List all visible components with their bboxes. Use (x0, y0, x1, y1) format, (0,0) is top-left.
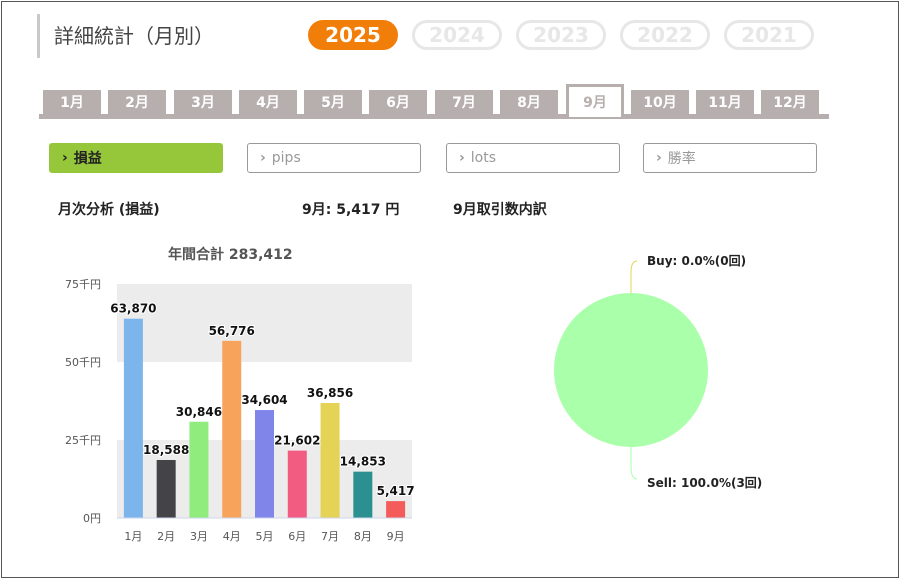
month-tab-6[interactable]: 6月 (369, 90, 427, 114)
pie-label-buy: Buy: 0.0%(0回) (647, 254, 746, 268)
month-tabs: 1月 2月 3月 4月 5月 6月 7月 8月 9月 10月 11月 12月 (39, 84, 829, 120)
year-button-2024[interactable]: 2024 (412, 20, 502, 50)
month-tab-2[interactable]: 2月 (108, 90, 166, 114)
year-selector: 2025 2024 2023 2022 2021 (308, 20, 814, 50)
chevron-right-icon: › (62, 150, 68, 166)
bar-5[interactable] (255, 410, 274, 518)
bar-3[interactable] (189, 421, 209, 518)
month-tab-5[interactable]: 5月 (304, 90, 362, 114)
month-tab-11[interactable]: 11月 (696, 90, 754, 114)
bar-4[interactable] (222, 340, 242, 518)
chevron-right-icon: › (656, 150, 662, 166)
x-tick-label: 9月 (387, 530, 405, 543)
filter-label: 損益 (73, 151, 102, 167)
bar-value-label: 36,856 (307, 386, 353, 400)
bar-value-label: 14,853 (340, 455, 386, 469)
month-tab-10[interactable]: 10月 (631, 90, 689, 114)
month-tab-7[interactable]: 7月 (435, 90, 493, 114)
bar-value-label: 34,604 (241, 393, 287, 407)
y-tick-label: 0円 (83, 512, 101, 525)
month-tab-8[interactable]: 8月 (500, 90, 558, 114)
filter-button-3[interactable]: › 勝率 (643, 143, 817, 173)
bar-6[interactable] (287, 450, 307, 518)
month-tab-12[interactable]: 12月 (761, 90, 819, 114)
chevron-right-icon: › (260, 150, 266, 166)
x-tick-label: 2月 (157, 530, 175, 543)
monthly-pl-bar-chart: 0円 25千円 50千円 75千円 63,870 1月 18,588 2月 30,846 3月 56… (65, 278, 416, 543)
page-title: 詳細統計（月別） (54, 24, 214, 48)
x-tick-label: 3月 (190, 530, 208, 543)
filter-label: 勝率 (667, 151, 696, 167)
year-button-2021[interactable]: 2021 (724, 20, 814, 50)
bar-2[interactable] (156, 460, 176, 518)
bar-value-label: 63,870 (110, 302, 156, 316)
month-tab-underline (39, 114, 829, 119)
trade-breakdown-pie-chart: Buy: 0.0%(0回) Sell: 100.0%(3回) (554, 254, 762, 490)
bar-9[interactable] (386, 501, 406, 518)
pie-connector-sell (630, 447, 638, 480)
breakdown-title: 9月取引数内訳 (453, 202, 547, 218)
filter-label: pips (271, 150, 301, 166)
year-button-2022[interactable]: 2022 (620, 20, 710, 50)
pie-connector-buy (630, 260, 638, 293)
filter-label: lots (470, 150, 497, 166)
bar-8[interactable] (353, 471, 373, 518)
bar-value-label: 56,776 (209, 324, 255, 338)
month-tab-1[interactable]: 1月 (43, 90, 101, 114)
pie-label-sell: Sell: 100.0%(3回) (647, 476, 762, 490)
x-tick-label: 8月 (354, 530, 372, 543)
chevron-right-icon: › (459, 150, 465, 166)
plot-band (117, 284, 412, 362)
month-tab-9[interactable]: 9月 (566, 84, 624, 117)
x-tick-label: 5月 (256, 530, 274, 543)
filter-button-1[interactable]: › pips (247, 143, 421, 173)
month-tab-4[interactable]: 4月 (239, 90, 297, 114)
year-button-2023[interactable]: 2023 (516, 20, 606, 50)
y-tick-label: 25千円 (65, 434, 101, 447)
annual-total: 年間合計 283,412 (168, 247, 293, 263)
bar-value-label: 5,417 (377, 484, 415, 498)
page-title-block: 詳細統計（月別） (37, 14, 214, 58)
month-value: 9月: 5,417 円 (302, 202, 400, 218)
pie-slice-sell[interactable] (554, 293, 708, 447)
x-tick-label: 4月 (223, 530, 241, 543)
x-tick-label: 1月 (124, 530, 142, 543)
filter-button-0[interactable]: › 損益 (49, 143, 223, 173)
bar-7[interactable] (320, 403, 340, 518)
bar-1[interactable] (123, 318, 143, 518)
monthly-analysis-title: 月次分析 (損益) (58, 202, 160, 218)
bar-value-label: 18,588 (143, 443, 189, 457)
y-tick-label: 50千円 (65, 356, 101, 369)
x-tick-label: 7月 (321, 530, 339, 543)
filter-button-2[interactable]: › lots (446, 143, 620, 173)
y-tick-label: 75千円 (65, 278, 101, 291)
year-button-2025[interactable]: 2025 (308, 20, 398, 50)
bar-value-label: 21,602 (274, 434, 320, 448)
x-tick-label: 6月 (288, 530, 306, 543)
month-tab-3[interactable]: 3月 (174, 90, 232, 114)
bar-value-label: 30,846 (176, 405, 222, 419)
